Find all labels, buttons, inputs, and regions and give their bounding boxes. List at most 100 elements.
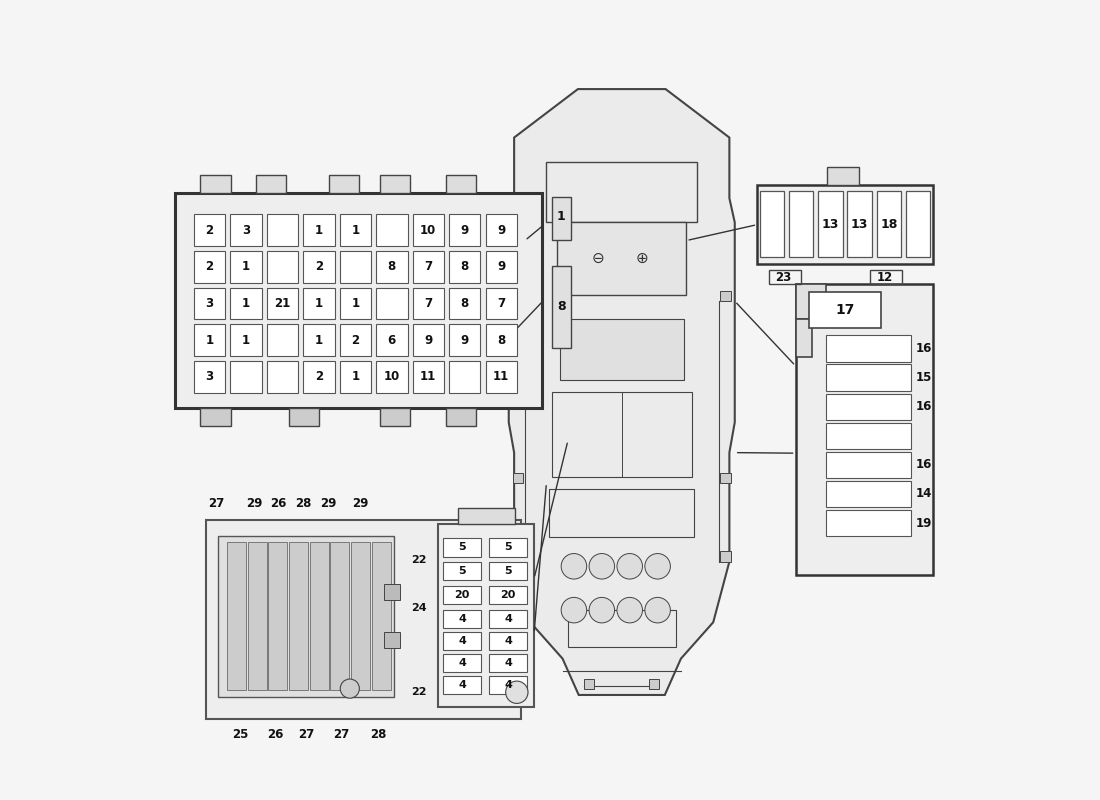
Text: 2: 2 [206,260,213,274]
Bar [248,542,267,690]
Bar [789,191,813,257]
Bar [351,542,370,690]
Bar [376,325,407,356]
Bar [340,325,371,356]
Bar [490,562,527,581]
Bar [268,542,287,690]
Text: 23: 23 [776,270,792,284]
Bar [310,542,329,690]
Text: 22: 22 [410,555,426,566]
Text: 13: 13 [822,218,839,231]
Bar [826,422,911,449]
Bar [412,251,444,282]
Text: 4: 4 [504,614,513,624]
Text: 10: 10 [384,370,400,383]
Text: 9: 9 [425,334,432,346]
Bar [757,185,933,265]
Text: 16: 16 [915,342,932,355]
Text: 12: 12 [877,270,893,284]
Bar [304,288,334,319]
Bar [847,191,872,257]
Bar [329,175,359,193]
Text: 29: 29 [320,497,337,510]
Text: 3: 3 [242,224,250,237]
Text: 27: 27 [209,497,224,510]
Bar [289,542,308,690]
Bar [443,654,482,672]
Bar [443,562,482,581]
Text: 1: 1 [242,334,250,346]
Bar [560,319,683,380]
Bar [266,251,298,282]
Text: ⊖: ⊖ [592,251,604,266]
Circle shape [617,598,642,623]
Bar [485,214,517,246]
Text: 1: 1 [206,334,213,346]
Bar [230,214,262,246]
Text: 4: 4 [459,614,466,624]
Text: 14: 14 [915,487,932,501]
Text: 9: 9 [497,224,505,237]
Bar [443,676,482,694]
Bar [513,551,524,562]
Text: 20: 20 [500,590,516,600]
Text: 8: 8 [497,334,505,346]
Text: 1: 1 [557,210,565,223]
Bar [412,361,444,393]
Bar [584,678,594,689]
Bar [372,542,390,690]
Bar [795,319,812,357]
Bar [376,251,407,282]
Bar [449,288,481,319]
Text: 1: 1 [315,224,323,237]
Text: 16: 16 [915,400,932,413]
Text: 21: 21 [274,297,290,310]
Bar [266,214,298,246]
Text: 8: 8 [387,260,396,274]
Text: 7: 7 [425,297,432,310]
Text: 29: 29 [352,497,368,510]
Bar [443,538,482,557]
Bar [304,214,334,246]
Text: 9: 9 [461,334,469,346]
Text: 2: 2 [315,260,323,274]
Text: 3: 3 [206,370,213,383]
Bar [547,162,697,222]
Text: 13: 13 [851,218,868,231]
Bar [810,292,881,328]
Bar [304,325,334,356]
Text: 11: 11 [493,370,509,383]
Text: 4: 4 [504,658,513,668]
Bar [288,408,319,426]
Bar [458,508,515,523]
Text: 29: 29 [246,497,263,510]
Bar [384,632,400,648]
Bar [412,288,444,319]
Bar [330,542,350,690]
Bar [826,365,911,390]
Bar [200,175,231,193]
Bar [439,523,535,707]
Bar [551,197,571,240]
Bar [194,251,226,282]
Bar [826,510,911,536]
Bar [826,335,911,362]
Circle shape [561,598,586,623]
Circle shape [645,554,670,579]
Text: 9: 9 [497,260,505,274]
Bar [760,191,784,257]
Bar [304,361,334,393]
Bar [490,654,527,672]
Bar [552,392,692,477]
Bar [384,584,400,600]
Bar [218,535,394,697]
Bar [443,632,482,650]
Bar [449,214,481,246]
Bar [227,542,246,690]
Bar [905,191,931,257]
Circle shape [645,598,670,623]
Bar [230,361,262,393]
Text: 4: 4 [459,658,466,668]
Text: 22: 22 [410,687,426,698]
Bar [769,270,801,285]
